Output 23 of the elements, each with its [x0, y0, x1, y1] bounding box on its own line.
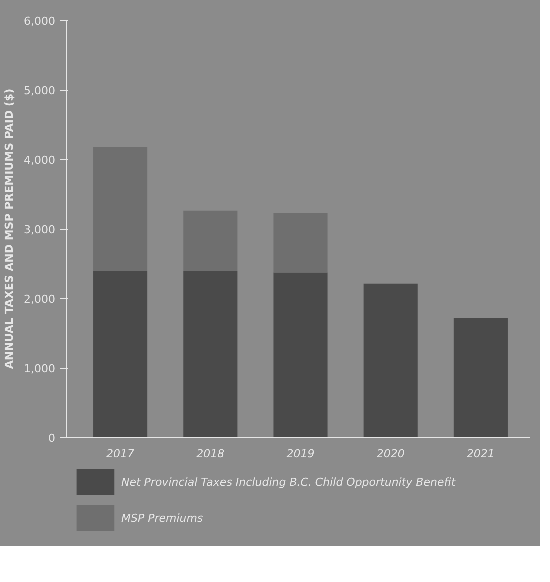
y-tick-label: 1,000: [24, 362, 56, 376]
bar: [274, 272, 328, 438]
bar: [274, 213, 328, 273]
y-tick-label: 4,000: [24, 154, 56, 167]
bar: [184, 210, 238, 272]
y-axis-title: ANNUAL TAXES AND MSP PREMIUMS PAID ($): [3, 88, 16, 370]
bar: [184, 271, 238, 438]
x-tick-label: 2020: [376, 448, 405, 460]
bar: [94, 146, 148, 272]
bar: [364, 284, 418, 438]
legend-label: MSP Premiums: [121, 512, 204, 525]
y-tick-label: 2,000: [24, 293, 56, 306]
x-tick-label: 2018: [196, 448, 225, 460]
x-tick-label: 2021: [466, 448, 495, 460]
legend-label: Net Provincial Taxes Including B.C. Child Opportunity Benefit: [121, 476, 456, 489]
y-tick-label: 3,000: [24, 224, 56, 236]
bar: [94, 271, 148, 438]
x-tick-label: 2019: [286, 448, 315, 460]
y-tick-label: 6,000: [24, 15, 56, 28]
y-tick-label: 5,000: [24, 84, 56, 98]
bar: [454, 318, 508, 438]
x-tick-label: 2017: [106, 448, 135, 460]
y-tick-label: 0: [48, 432, 56, 445]
